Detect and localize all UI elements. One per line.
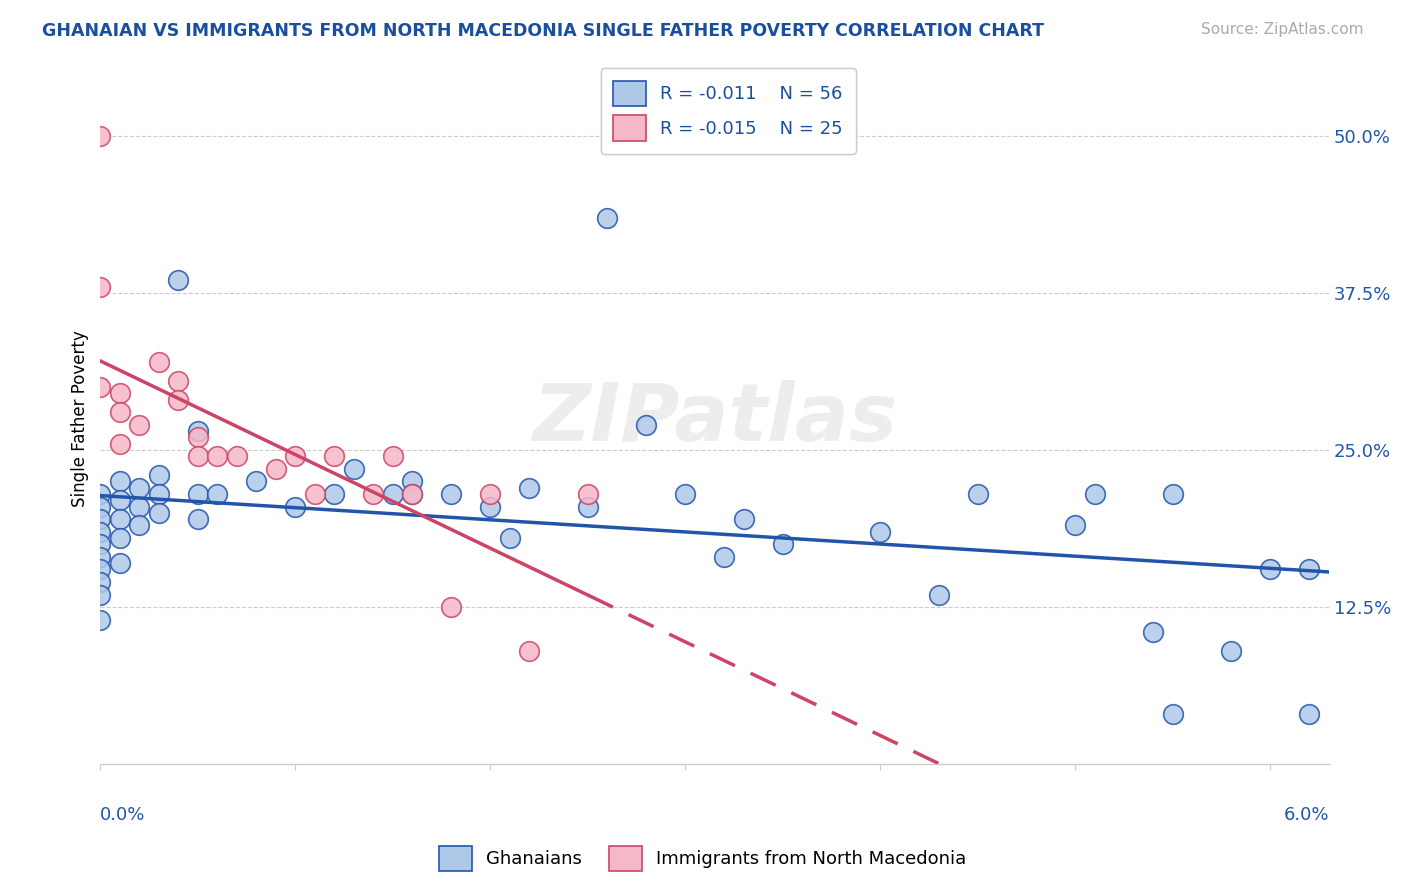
Point xyxy=(108,512,131,526)
Point xyxy=(89,128,111,143)
Point xyxy=(284,500,307,514)
Point xyxy=(148,506,170,520)
Point xyxy=(89,500,111,514)
Point xyxy=(245,475,267,489)
Point xyxy=(1142,625,1164,640)
Point xyxy=(108,386,131,401)
Point xyxy=(596,211,619,225)
Point xyxy=(128,500,150,514)
Text: Source: ZipAtlas.com: Source: ZipAtlas.com xyxy=(1201,22,1364,37)
Point xyxy=(89,380,111,394)
Point xyxy=(225,450,247,464)
Point xyxy=(148,487,170,501)
Point xyxy=(713,549,735,564)
Point xyxy=(89,537,111,551)
Point xyxy=(128,481,150,495)
Point xyxy=(89,524,111,539)
Point xyxy=(440,487,463,501)
Point xyxy=(108,531,131,545)
Point xyxy=(187,512,209,526)
Text: 0.0%: 0.0% xyxy=(100,805,146,823)
Text: GHANAIAN VS IMMIGRANTS FROM NORTH MACEDONIA SINGLE FATHER POVERTY CORRELATION CH: GHANAIAN VS IMMIGRANTS FROM NORTH MACEDO… xyxy=(42,22,1045,40)
Point xyxy=(89,549,111,564)
Point xyxy=(401,475,423,489)
Point xyxy=(108,405,131,419)
Point xyxy=(966,487,988,501)
Legend: Ghanaians, Immigrants from North Macedonia: Ghanaians, Immigrants from North Macedon… xyxy=(432,838,974,879)
Point xyxy=(89,487,111,501)
Point xyxy=(187,430,209,444)
Y-axis label: Single Father Poverty: Single Father Poverty xyxy=(72,330,89,507)
Point xyxy=(1220,644,1243,658)
Point xyxy=(187,450,209,464)
Point xyxy=(440,600,463,615)
Point xyxy=(128,518,150,533)
Point xyxy=(772,537,794,551)
Point xyxy=(928,588,950,602)
Point xyxy=(1298,562,1320,576)
Point xyxy=(1161,706,1184,721)
Point xyxy=(89,512,111,526)
Point xyxy=(636,417,658,432)
Point xyxy=(148,355,170,369)
Text: 6.0%: 6.0% xyxy=(1284,805,1329,823)
Point xyxy=(304,487,326,501)
Point xyxy=(1258,562,1281,576)
Point xyxy=(517,481,540,495)
Point xyxy=(576,487,599,501)
Point xyxy=(401,487,423,501)
Point xyxy=(89,562,111,576)
Point xyxy=(673,487,696,501)
Point xyxy=(401,487,423,501)
Point xyxy=(1064,518,1087,533)
Point xyxy=(89,588,111,602)
Point xyxy=(128,417,150,432)
Point xyxy=(108,436,131,450)
Legend: R = -0.011    N = 56, R = -0.015    N = 25: R = -0.011 N = 56, R = -0.015 N = 25 xyxy=(600,68,856,153)
Point xyxy=(148,468,170,483)
Point xyxy=(108,475,131,489)
Point xyxy=(499,531,522,545)
Point xyxy=(517,644,540,658)
Point xyxy=(264,462,287,476)
Point xyxy=(89,613,111,627)
Point xyxy=(89,574,111,589)
Point xyxy=(869,524,891,539)
Point xyxy=(733,512,755,526)
Point xyxy=(343,462,366,476)
Point xyxy=(381,487,404,501)
Point xyxy=(1298,706,1320,721)
Point xyxy=(187,487,209,501)
Point xyxy=(363,487,385,501)
Point xyxy=(207,487,229,501)
Point xyxy=(108,493,131,508)
Point xyxy=(167,273,190,287)
Point xyxy=(108,556,131,570)
Text: ZIPatlas: ZIPatlas xyxy=(531,380,897,458)
Point xyxy=(381,450,404,464)
Point xyxy=(323,487,346,501)
Point xyxy=(479,500,502,514)
Point xyxy=(89,279,111,293)
Point xyxy=(576,500,599,514)
Point xyxy=(284,450,307,464)
Point xyxy=(1161,487,1184,501)
Point xyxy=(479,487,502,501)
Point xyxy=(207,450,229,464)
Point xyxy=(323,450,346,464)
Point xyxy=(187,424,209,438)
Point xyxy=(167,374,190,388)
Point xyxy=(1084,487,1107,501)
Point xyxy=(167,392,190,407)
